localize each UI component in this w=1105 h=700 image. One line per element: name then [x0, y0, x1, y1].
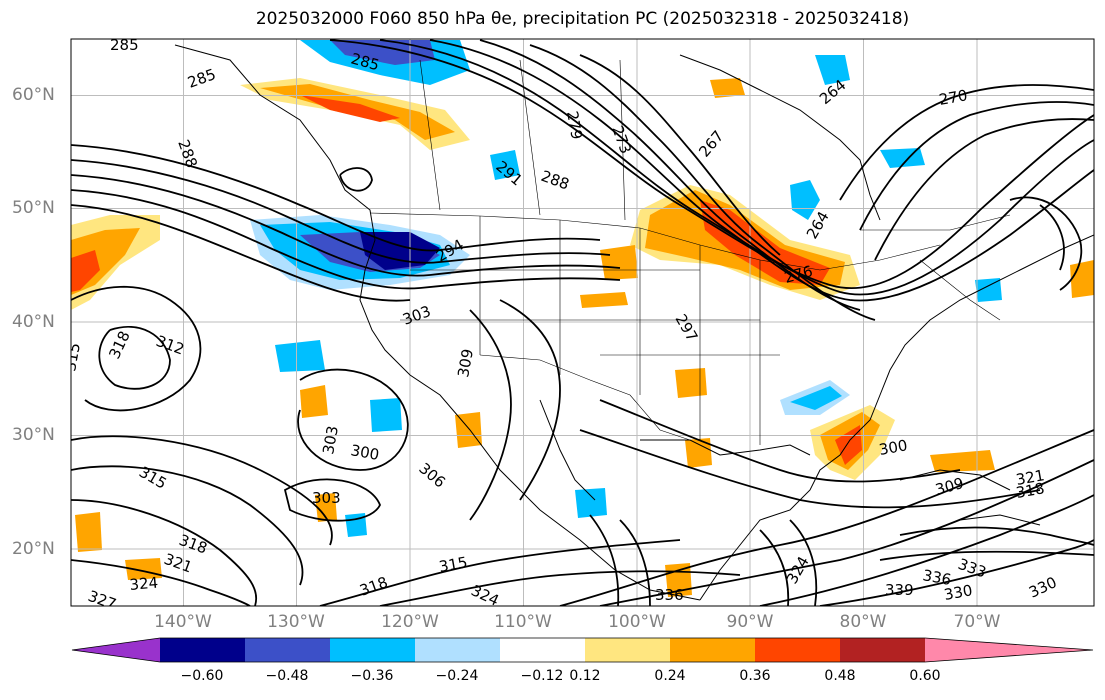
- colorbar-tick-label: −0.12: [520, 668, 564, 684]
- colorbar-tick-label: 0.24: [654, 668, 686, 684]
- colorbar-tick-label: −0.24: [435, 668, 479, 684]
- lat-label-50n: 50°N: [12, 198, 55, 218]
- contour-label: 285: [110, 36, 139, 54]
- contour-label: 336: [655, 586, 684, 604]
- lon-label-120w: 120°W: [381, 612, 439, 632]
- contour-label: 303: [319, 424, 342, 455]
- graticule: [71, 39, 1094, 606]
- lon-label-130w: 130°W: [267, 612, 325, 632]
- contour-label: 270: [938, 86, 969, 109]
- colorbar-extend-high: [925, 638, 1093, 662]
- contour-label: 309: [454, 347, 477, 378]
- lon-label-140w: 140°W: [154, 612, 212, 632]
- contour-label: 279: [563, 110, 586, 141]
- colorbar-segment: [670, 638, 755, 662]
- contour-label: 315: [438, 553, 469, 576]
- colorbar-tick-label: −0.60: [180, 668, 224, 684]
- colorbar-segment: [500, 638, 585, 662]
- contour-label: 300: [878, 436, 909, 459]
- coastlines: [174, 44, 1094, 601]
- colorbar-segment: [585, 638, 670, 662]
- contour-label: 330: [943, 581, 974, 604]
- colorbar-tick-label: 0.60: [909, 668, 941, 684]
- lon-label-90w: 90°W: [726, 612, 774, 632]
- colorbar: [71, 637, 1094, 663]
- contour-label: 339: [885, 581, 914, 599]
- borders: [369, 59, 1011, 445]
- lat-label-20n: 20°N: [12, 539, 55, 559]
- lat-label-40n: 40°N: [12, 312, 55, 332]
- colorbar-tick-label: 0.48: [824, 668, 856, 684]
- colorbar-segment: [330, 638, 415, 662]
- lat-label-60n: 60°N: [12, 85, 55, 105]
- colorbar-tick-label: −0.48: [265, 668, 309, 684]
- lon-label-80w: 80°W: [839, 612, 887, 632]
- lon-label-110w: 110°W: [494, 612, 552, 632]
- colorbar-extend-low: [72, 638, 160, 662]
- colorbar-segment: [160, 638, 245, 662]
- contour-label: 300: [349, 441, 380, 464]
- lat-label-30n: 30°N: [12, 425, 55, 445]
- contour-label: 336: [921, 566, 952, 589]
- contour-label: 303: [312, 489, 341, 507]
- colorbar-tick-label: 0.12: [569, 668, 601, 684]
- lon-label-100w: 100°W: [608, 612, 666, 632]
- contour-label: 318: [1015, 479, 1046, 502]
- colorbar-segment: [755, 638, 840, 662]
- plot-title: 2025032000 F060 850 hPa θe, precipitatio…: [255, 9, 910, 29]
- map-frame: [70, 38, 1095, 607]
- contour-label: 321: [1015, 466, 1046, 489]
- colorbar-segment: [415, 638, 500, 662]
- colorbar-tick-label: 0.36: [739, 668, 771, 684]
- contour-label: 324: [129, 574, 159, 594]
- colorbar-segment: [245, 638, 330, 662]
- theta-e-contours: [71, 39, 1094, 606]
- colorbar-tick-label: −0.36: [350, 668, 394, 684]
- lon-label-70w: 70°W: [953, 612, 1001, 632]
- colorbar-segment: [840, 638, 925, 662]
